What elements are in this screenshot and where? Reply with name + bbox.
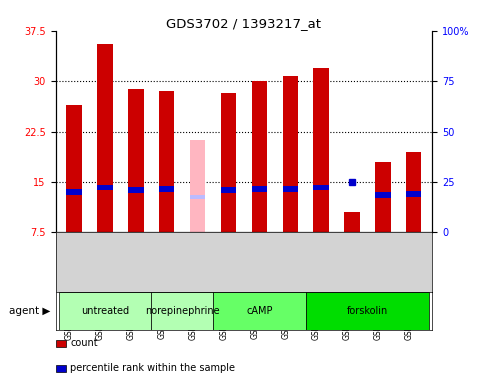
Bar xyxy=(128,89,143,232)
Bar xyxy=(128,187,143,193)
Bar xyxy=(313,68,329,232)
Bar xyxy=(213,292,306,330)
Bar xyxy=(58,292,151,330)
Bar xyxy=(66,104,82,232)
Bar xyxy=(151,292,213,330)
Bar xyxy=(283,76,298,232)
Text: count: count xyxy=(70,338,98,348)
Bar xyxy=(97,185,113,190)
Text: untreated: untreated xyxy=(81,306,129,316)
Bar xyxy=(344,212,360,232)
Text: norepinephrine: norepinephrine xyxy=(145,306,219,316)
Text: forskolin: forskolin xyxy=(347,306,388,316)
Bar xyxy=(252,81,267,232)
Bar xyxy=(252,186,267,192)
Bar xyxy=(313,185,329,190)
Bar xyxy=(190,140,205,232)
Title: GDS3702 / 1393217_at: GDS3702 / 1393217_at xyxy=(167,17,321,30)
Text: agent ▶: agent ▶ xyxy=(9,306,51,316)
Bar xyxy=(66,189,82,195)
Bar xyxy=(306,292,429,330)
Bar xyxy=(406,191,422,197)
Bar xyxy=(97,44,113,232)
Bar xyxy=(375,162,391,232)
Text: percentile rank within the sample: percentile rank within the sample xyxy=(70,363,235,373)
Bar xyxy=(159,186,174,192)
Bar xyxy=(375,192,391,198)
Bar xyxy=(283,186,298,192)
Bar xyxy=(221,93,236,232)
Bar xyxy=(159,91,174,232)
Bar xyxy=(221,187,236,193)
Bar xyxy=(406,152,422,232)
Text: cAMP: cAMP xyxy=(246,306,272,316)
Bar xyxy=(190,195,205,199)
